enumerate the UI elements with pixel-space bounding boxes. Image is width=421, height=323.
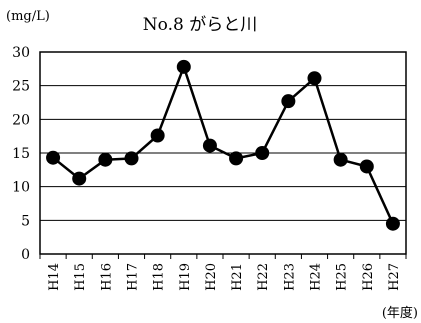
y-tick-label: 0	[21, 247, 30, 263]
data-point-H25	[333, 152, 348, 167]
data-point-H20	[202, 138, 217, 153]
x-tick-label: H15	[73, 263, 88, 291]
x-tick-label: H25	[335, 263, 350, 291]
y-tick-label: 25	[12, 79, 30, 95]
data-point-H14	[46, 150, 61, 165]
series-line	[52, 65, 395, 225]
chart-title: No.8 がらと川	[143, 15, 257, 35]
x-tick-label: H19	[178, 263, 193, 291]
x-tick-label: H22	[256, 263, 271, 291]
data-point-H21	[229, 151, 244, 166]
x-tick-label: H23	[282, 263, 297, 291]
y-tick-label: 5	[21, 213, 30, 229]
y-tick-label: 30	[12, 45, 30, 61]
plot-frame	[39, 51, 407, 255]
data-point-H22	[255, 146, 270, 160]
x-tick-label: H24	[309, 263, 324, 291]
x-tick-label: H14	[47, 263, 62, 291]
data-point-H15	[72, 171, 87, 186]
data-point-H26	[359, 159, 374, 174]
y-tick-label: 10	[12, 180, 30, 196]
y-axis-ticks: 0 5 10 15 20 25 30	[12, 45, 30, 263]
x-tick-label: H27	[387, 263, 402, 291]
data-point-H16	[98, 152, 113, 167]
x-tick-label: H26	[361, 263, 376, 291]
x-tick-label: H20	[204, 263, 219, 291]
x-tick-label: H17	[126, 263, 141, 291]
data-series	[46, 59, 400, 231]
data-point-H23	[281, 94, 296, 109]
y-tick-label: 15	[12, 146, 30, 162]
x-tick-label: H21	[230, 263, 245, 291]
data-point-H27	[385, 216, 400, 231]
x-axis-label: (年度)	[382, 305, 418, 321]
data-point-H18	[150, 128, 165, 143]
x-tick-label: H16	[99, 263, 114, 291]
x-tick-label: H18	[152, 263, 167, 291]
y-tick-label: 20	[12, 112, 30, 128]
x-axis-ticks: H14 H15 H16 H17 H18 H19 H20 H21 H22 H23 H24 H25 H26 H…	[39, 254, 407, 291]
y-unit-label: (mg/L)	[6, 9, 50, 24]
data-point-H17	[124, 151, 139, 166]
data-point-H19	[176, 59, 191, 74]
data-point-H24	[307, 71, 322, 86]
